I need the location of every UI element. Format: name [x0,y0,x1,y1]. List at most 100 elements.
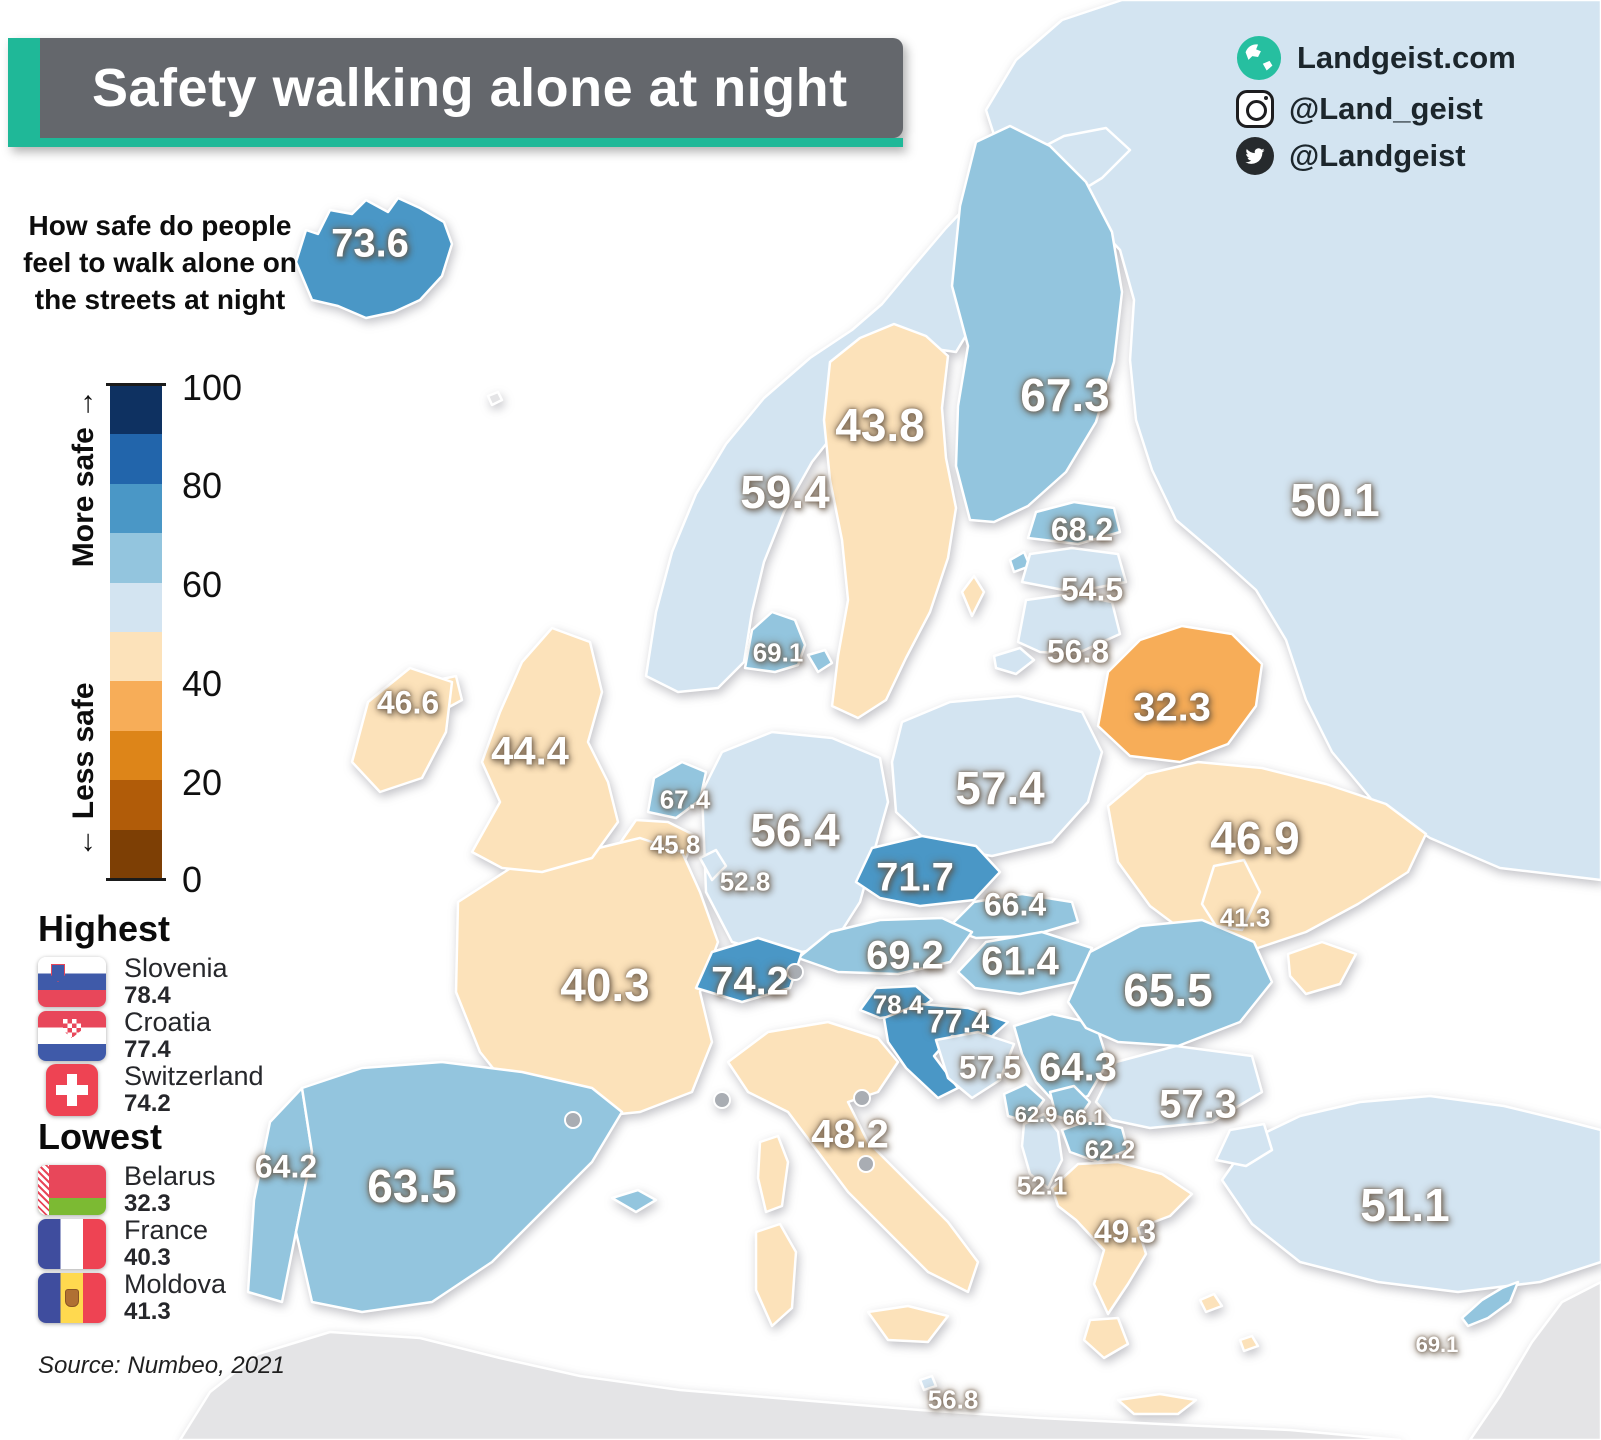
legend-bucket-70-80 [110,483,162,534]
legend-bucket-0-10 [110,829,162,879]
value-label-bosnia: 57.5 [958,1049,1022,1086]
value-label-netherlands: 67.4 [659,784,711,815]
country-shape-denmark [743,610,807,674]
value-label-norway: 59.4 [740,466,830,518]
lowest-list: Belarus 32.3 France 40.3 Moldova 41.3 [38,1161,227,1326]
country-name: Moldova [124,1269,227,1300]
value-label-sweden: 43.8 [835,399,925,451]
country-shape-ireland [350,666,454,794]
region-kaliningrad [992,646,1036,676]
island-crete [1116,1392,1198,1416]
legend-bucket-90-100 [110,385,162,435]
croatia-flag-icon [38,1011,106,1061]
legend-bucket-20-30 [110,730,162,781]
country-shape-north-macedonia [1060,1118,1130,1164]
value-label-portugal: 64.2 [254,1148,318,1185]
value-label-finland: 67.3 [1020,369,1110,421]
country-shape-malta [918,1374,938,1392]
microstate-dot-san-marino [853,1089,871,1107]
list-item-slovenia: Slovenia 78.4 [38,953,264,1010]
legend-tick-80: 80 [182,465,223,506]
country-shape-latvia [1020,546,1128,594]
microstate-dot-liechtenstein [786,963,804,981]
branding-block: Landgeist.com @Land_geist @Landgeist [1236,35,1516,184]
island-sicily [866,1304,950,1344]
island-zealand [806,648,834,674]
value-label-cyprus: 69.1 [1415,1332,1459,1357]
value-label-kosovo: 66.1 [1062,1105,1106,1130]
value-label-belarus: 32.3 [1133,685,1211,730]
country-shape-greece [1050,1160,1194,1316]
value-label-latvia: 54.5 [1060,571,1124,608]
belarus-flag-icon [38,1165,106,1215]
country-shape-montenegro [1002,1082,1046,1124]
country-shape-sweden [822,322,958,720]
highest-list: Slovenia 78.4 Croatia 77.4 Switzerland 7… [38,953,264,1118]
value-label-malta: 56.8 [927,1384,979,1415]
country-shape-albania [1020,1112,1064,1190]
country-shape-spain [294,1060,624,1314]
value-label-romania: 65.5 [1123,964,1213,1016]
value-label-estonia: 68.2 [1050,511,1114,548]
country-name: Switzerland [124,1061,264,1092]
region-middle-east-no-data [1468,1280,1601,1440]
value-label-slovenia: 78.4 [872,989,924,1020]
country-shape-bulgaria [1094,1044,1264,1130]
island-balearics [610,1188,658,1214]
country-value: 77.4 [124,1036,171,1064]
banner-underline [8,138,903,147]
legend-bucket-60-70 [110,533,162,583]
lowest-heading: Lowest [38,1116,163,1157]
country-value: 41.3 [124,1298,171,1326]
island-sardinia [754,1222,798,1328]
legend-bucket-50-60 [110,582,162,632]
instagram-handle: @Land_geist [1289,91,1483,126]
country-shape-bosnia [934,1030,1016,1100]
legend-top-tickline [106,383,166,386]
legend-tick-40: 40 [182,663,223,704]
page-title: Safety walking alone at night [92,58,848,118]
legend-bottom-tickline [106,878,166,881]
legend-bucket-80-90 [110,434,162,484]
value-label-switzerland: 74.2 [711,959,789,1004]
banner-accent-bar [8,38,40,138]
island-gotland [960,574,986,618]
country-name: Belarus [124,1161,216,1192]
website-label: Landgeist.com [1297,40,1516,75]
country-shape-united-kingdom [470,626,620,874]
france-flag-icon [38,1219,106,1269]
country-shape-czechia [854,834,1002,908]
legend-tick-20: 20 [182,762,223,803]
list-item-switzerland: Switzerland 74.2 [38,1061,264,1118]
map-subtitle: How safe do people feel to walk alone on… [23,210,297,315]
list-item-france: France 40.3 [38,1216,226,1271]
value-label-spain: 63.5 [367,1160,457,1212]
country-shape-slovakia [946,892,1080,940]
country-value: 74.2 [124,1090,171,1118]
island-aegean-2 [1238,1334,1260,1353]
value-label-ukraine: 46.9 [1210,812,1300,864]
country-name: Slovenia [124,953,228,984]
country-shape-ukraine [1106,760,1428,952]
value-label-greece: 49.3 [1093,1213,1157,1250]
value-label-north-macedonia: 62.2 [1084,1134,1136,1165]
value-label-turkey: 51.1 [1360,1179,1450,1231]
switzerland-flag-icon [46,1064,98,1116]
country-shape-austria [796,916,974,976]
island-faroe-no-data [486,390,504,407]
island-aegean-1 [1198,1292,1224,1314]
country-value: 78.4 [124,982,171,1010]
legend-colorbar [110,385,162,879]
highest-heading: Highest [38,908,171,949]
country-shape-netherlands [646,760,708,820]
country-shape-luxembourg [698,848,728,882]
region-north-africa-no-data [178,1330,1402,1440]
value-label-united-kingdom: 44.4 [491,729,569,774]
microstate-dot-andorra [564,1111,582,1129]
country-shape-cyprus [1460,1280,1520,1328]
island-corsica [756,1134,790,1214]
value-label-slovakia: 66.4 [983,886,1047,923]
value-label-austria: 69.2 [866,933,944,978]
value-label-luxembourg: 52.8 [719,866,771,897]
landgeist-globe-icon [1236,35,1282,81]
